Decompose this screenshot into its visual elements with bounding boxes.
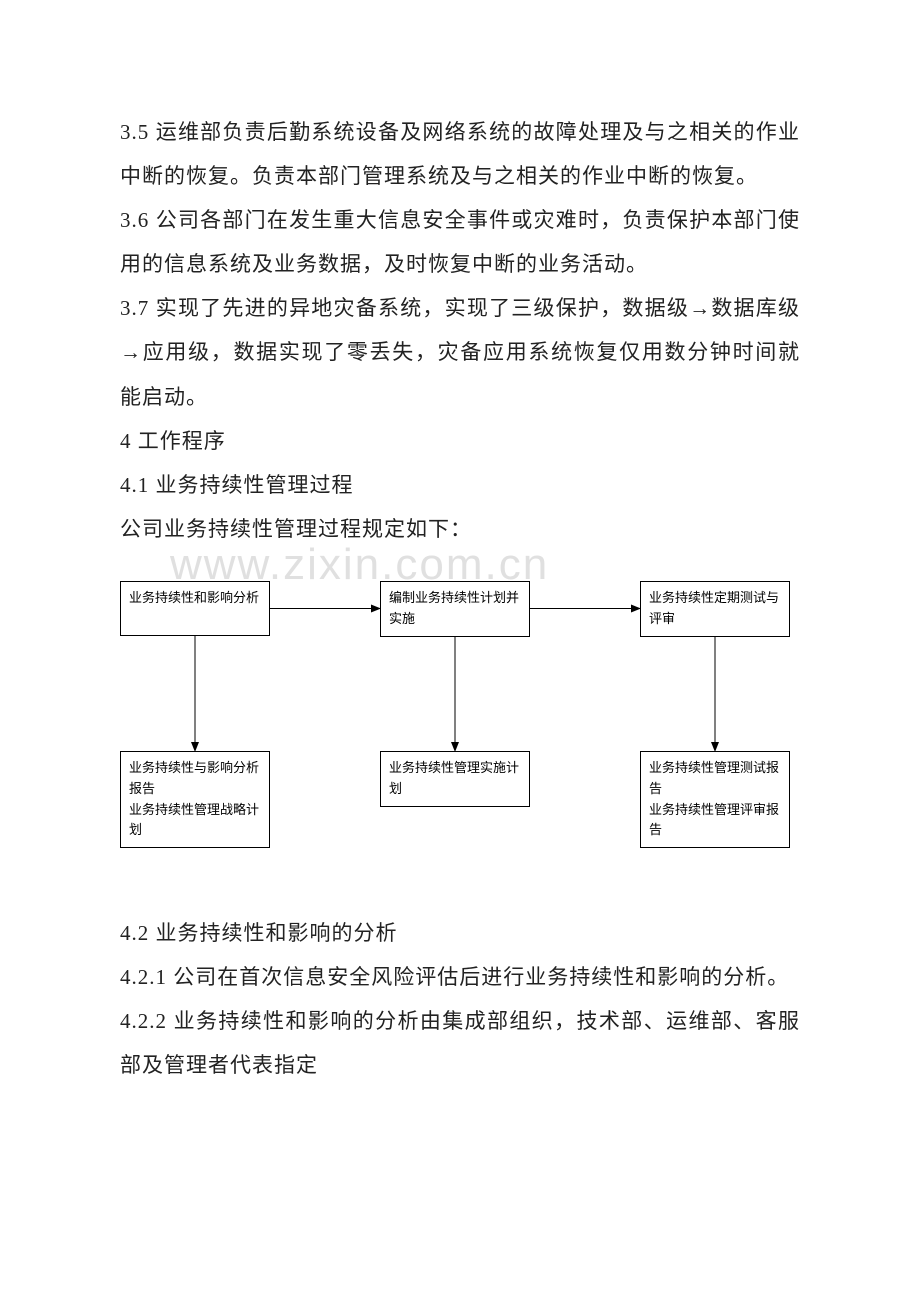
flow-node-top3: 业务持续性定期测试与评审 — [640, 581, 790, 637]
para-4-2-1: 4.2.1 公司在首次信息安全风险评估后进行业务持续性和影响的分析。 — [120, 955, 800, 999]
para-3-5: 3.5 运维部负责后勤系统设备及网络系统的故障处理及与之相关的作业中断的恢复。负… — [120, 110, 800, 198]
para-4-2-2: 4.2.2 业务持续性和影响的分析由集成部组织，技术部、运维部、客服部及管理者代… — [120, 999, 800, 1087]
flowchart-container: 业务持续性和影响分析 编制业务持续性计划并实施 业务持续性定期测试与评审业务持续性与… — [120, 581, 800, 871]
para-4: 4 工作程序 — [120, 419, 800, 463]
flow-node-bot3: 业务持续性管理测试报告业务持续性管理评审报告 — [640, 751, 790, 848]
flow-node-top2: 编制业务持续性计划并实施 — [380, 581, 530, 637]
flow-node-top1: 业务持续性和影响分析 — [120, 581, 270, 636]
para-3-6: 3.6 公司各部门在发生重大信息安全事件或灾难时，负责保护本部门使用的信息系统及… — [120, 198, 800, 286]
flow-node-bot2: 业务持续性管理实施计划 — [380, 751, 530, 807]
para-4-2: 4.2 业务持续性和影响的分析 — [120, 911, 800, 955]
para-3-7: 3.7 实现了先进的异地灾备系统，实现了三级保护，数据级→数据库级→应用级，数据… — [120, 286, 800, 418]
flow-node-bot1: 业务持续性与影响分析报告业务持续性管理战略计划 — [120, 751, 270, 848]
para-4-1: 4.1 业务持续性管理过程 — [120, 463, 800, 507]
